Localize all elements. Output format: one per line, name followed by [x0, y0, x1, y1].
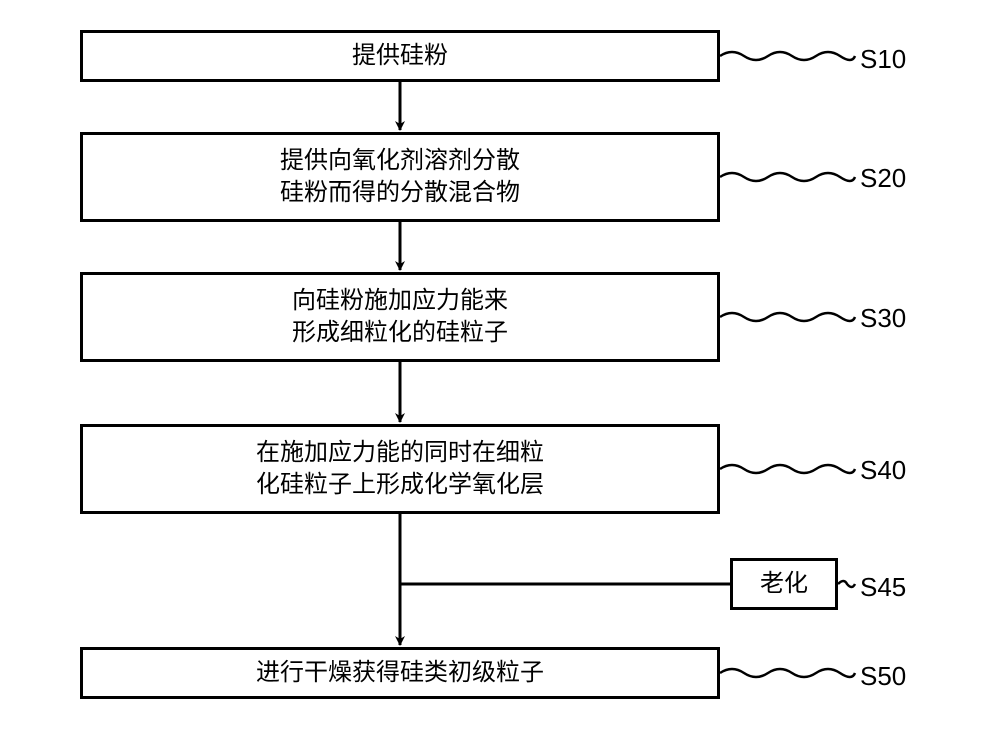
flowchart-canvas: 提供硅粉 提供向氧化剂溶剂分散硅粉而得的分散混合物 向硅粉施加应力能来形成细粒化… [20, 30, 980, 713]
arrow-s10-s20 [20, 30, 980, 713]
